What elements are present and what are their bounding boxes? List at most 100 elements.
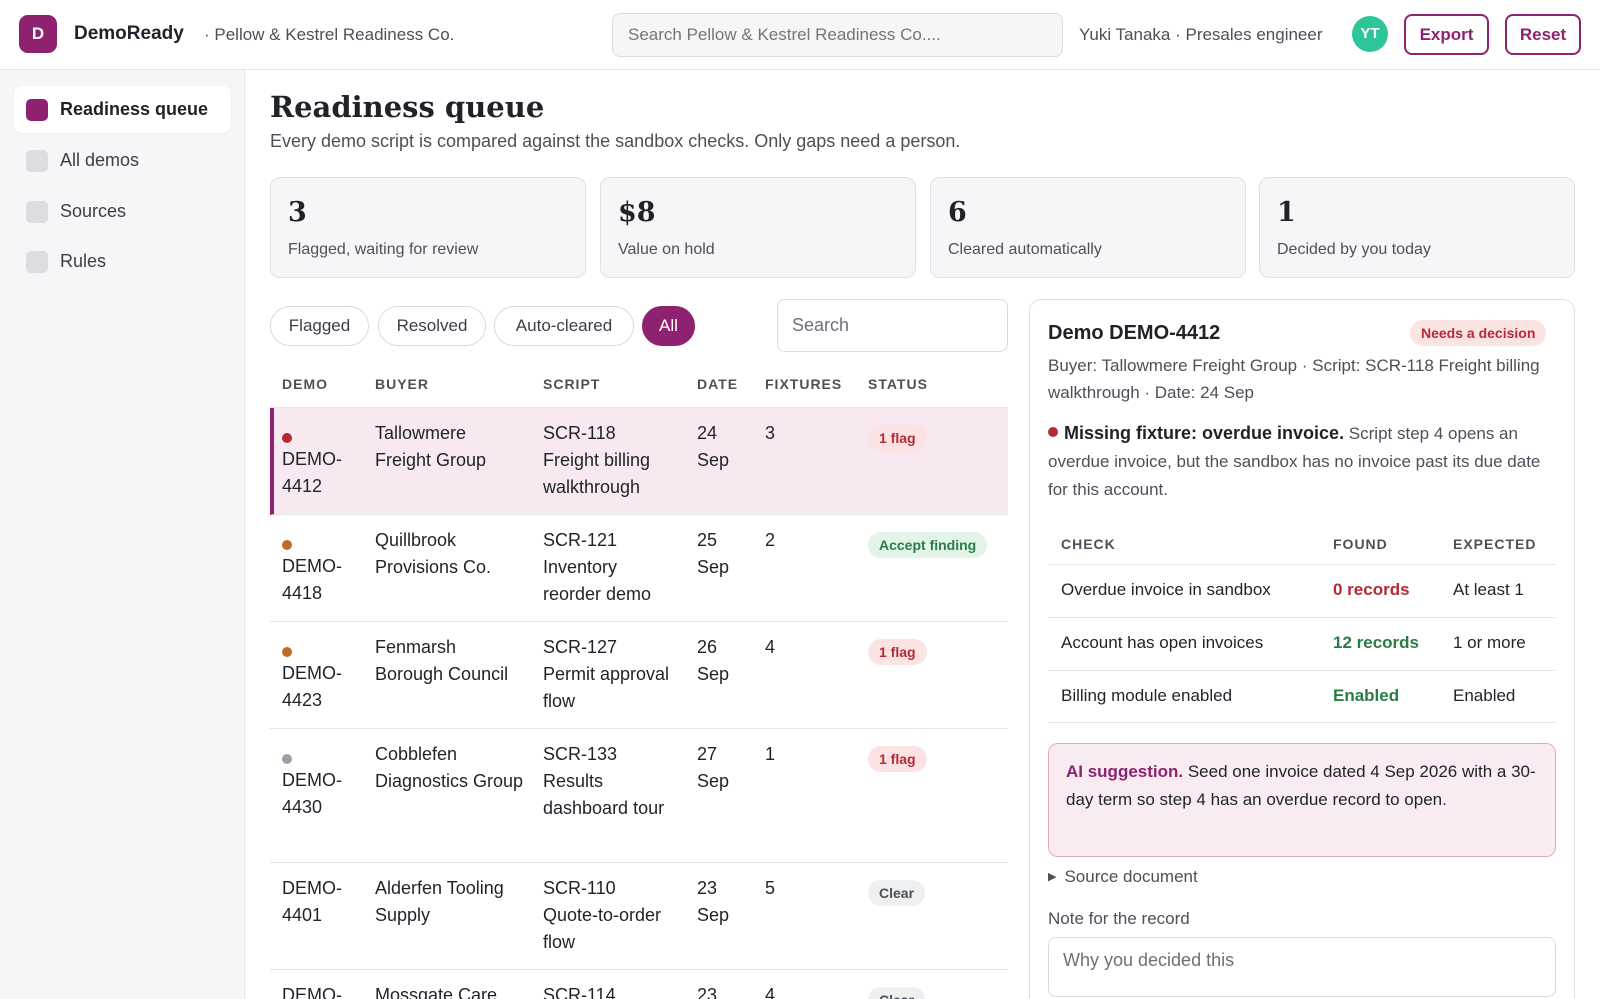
table-row[interactable]: DEMO-4430 Cobblefen Diagnostics Group SCR-… xyxy=(270,729,1008,863)
sidebar: Readiness queue All demos Sources Rules xyxy=(0,70,245,999)
global-search-input[interactable] xyxy=(612,13,1063,57)
check-name: Billing module enabled xyxy=(1061,686,1233,705)
filter-chip-auto-cleared[interactable]: Auto-cleared xyxy=(494,306,634,346)
cell-script: SCR-121 Inventory reorder demo xyxy=(543,530,652,604)
cell-demo: DEMO-4418 xyxy=(282,556,342,603)
cell-script: SCR-127 Permit approval flow xyxy=(543,637,670,711)
detail-meta: Buyer: Tallowmere Freight Group · Script… xyxy=(1048,356,1540,402)
page-subtitle: Every demo script is compared against th… xyxy=(270,131,961,151)
column-header-demo[interactable]: DEMO xyxy=(282,376,328,392)
ai-suggestion: AI suggestion. Seed one invoice dated 4 … xyxy=(1048,743,1556,857)
column-header-buyer[interactable]: BUYER xyxy=(375,376,430,392)
found-column-header: FOUND xyxy=(1333,536,1388,552)
status-badge: 1 flag xyxy=(868,425,927,451)
stat-label: Cleared automatically xyxy=(948,241,1102,258)
check-name: Overdue invoice in sandbox xyxy=(1061,580,1271,599)
user-name: Yuki Tanaka · Presales engineer xyxy=(1079,25,1323,44)
cell-buyer: Quillbrook Provisions Co. xyxy=(375,530,492,577)
finding-dot-icon xyxy=(1048,427,1058,437)
table-row[interactable]: DEMO-4418 Quillbrook Provisions Co. SCR-12… xyxy=(270,515,1008,622)
ai-suggestion-label: AI suggestion. xyxy=(1066,762,1184,781)
sidebar-item-label: Sources xyxy=(60,201,127,221)
cell-demo: DEMO-4423 xyxy=(282,663,342,710)
status-dot-icon xyxy=(282,433,292,443)
column-header-fixtures[interactable]: FIXTURES xyxy=(765,376,843,392)
cell-date: 25 Sep xyxy=(697,530,730,577)
app-name: DemoReady xyxy=(74,23,184,44)
finding-title: Missing fixture: overdue invoice. xyxy=(1064,423,1345,443)
column-header-script[interactable]: SCRIPT xyxy=(543,376,601,392)
cell-demo: DEMO- xyxy=(282,985,342,999)
sidebar-item-readiness-queue[interactable]: Readiness queue xyxy=(14,86,231,133)
detail-title: Demo DEMO-4412 xyxy=(1048,322,1221,344)
check-found: 0 records xyxy=(1333,580,1410,599)
filter-chip-flagged[interactable]: Flagged xyxy=(270,306,369,346)
stat-card-cleared: 6 Cleared automatically xyxy=(930,177,1246,278)
note-field[interactable] xyxy=(1048,937,1556,997)
status-badge: Needs a decision xyxy=(1410,320,1547,346)
stat-card-decided: 1 Decided by you today xyxy=(1259,177,1575,278)
caret-right-icon: ▶ xyxy=(1048,871,1057,883)
cell-buyer: Tallowmere Freight Group xyxy=(375,423,487,470)
export-button[interactable]: Export xyxy=(1404,14,1489,55)
filter-chip-resolved[interactable]: Resolved xyxy=(378,306,486,346)
table-search-input[interactable] xyxy=(777,299,1008,352)
ai-suggestion-text: Seed one invoice dated 4 Sep 2026 with a… xyxy=(1066,762,1536,809)
table-row[interactable]: DEMO-4423 Fenmarsh Borough Council SCR-127… xyxy=(270,622,1008,729)
table-row[interactable]: DEMO-4401 Alderfen Tooling Supply SCR-110 … xyxy=(270,863,1008,970)
stat-label: Flagged, waiting for review xyxy=(288,241,479,258)
cell-demo: DEMO-4412 xyxy=(282,449,342,496)
cell-date: 26 Sep xyxy=(697,637,730,684)
avatar[interactable]: YT xyxy=(1352,16,1388,52)
source-document-toggle[interactable]: ▶ Source document xyxy=(1048,867,1198,887)
table-row[interactable]: DEMO- Mossgate Care SCR-114 23 4 Clear xyxy=(270,970,1008,999)
status-dot-icon xyxy=(282,540,292,550)
check-found: Enabled xyxy=(1333,686,1400,705)
cell-buyer: Mossgate Care xyxy=(375,985,498,999)
sidebar-item-rules[interactable]: Rules xyxy=(14,238,231,285)
cell-demo: DEMO-4430 xyxy=(282,770,342,817)
table-header-divider xyxy=(270,407,1008,408)
table-row[interactable]: DEMO-4412 Tallowmere Freight Group SCR-118… xyxy=(270,408,1008,515)
status-dot-icon xyxy=(282,754,292,764)
cell-date: 24 Sep xyxy=(697,423,730,470)
check-found: 12 records xyxy=(1333,633,1419,652)
stat-value: $8 xyxy=(618,197,656,228)
column-header-status[interactable]: STATUS xyxy=(868,376,928,392)
status-badge: Clear xyxy=(868,987,926,999)
cell-script: SCR-133 Results dashboard tour xyxy=(543,744,665,818)
check-name: Account has open invoices xyxy=(1061,633,1264,652)
sources-icon xyxy=(26,201,48,223)
cell-script: SCR-110 Quote-to-order flow xyxy=(543,878,662,952)
check-row: Overdue invoice in sandbox 0 records At … xyxy=(1048,564,1556,617)
cell-date: 23 Sep xyxy=(697,878,730,925)
cell-date: 27 Sep xyxy=(697,744,730,791)
stat-value: 3 xyxy=(288,197,307,228)
sidebar-item-label: All demos xyxy=(60,150,140,170)
app-logo[interactable]: D xyxy=(19,15,57,53)
check-expected: Enabled xyxy=(1453,686,1516,705)
stat-value: 6 xyxy=(948,197,967,228)
status-dot-icon xyxy=(282,647,292,657)
cell-fixtures: 5 xyxy=(765,878,776,898)
cell-script: SCR-118 Freight billing walkthrough xyxy=(543,423,651,497)
page-title: Readiness queue xyxy=(270,90,545,124)
column-header-date[interactable]: DATE xyxy=(697,376,739,392)
cell-fixtures: 4 xyxy=(765,637,776,657)
check-row: Billing module enabled Enabled Enabled xyxy=(1048,670,1556,723)
readiness-queue-icon xyxy=(26,99,48,121)
check-expected: At least 1 xyxy=(1453,580,1524,599)
finding: Missing fixture: overdue invoice. Script… xyxy=(1048,419,1558,504)
cell-demo: DEMO-4401 xyxy=(282,878,342,925)
source-document-label: Source document xyxy=(1064,867,1198,886)
org-name: · Pellow & Kestrel Readiness Co. xyxy=(204,25,455,44)
sidebar-item-label: Readiness queue xyxy=(60,99,209,119)
filter-chip-all[interactable]: All xyxy=(642,306,695,346)
status-badge[interactable]: Accept finding xyxy=(868,532,988,558)
check-expected: 1 or more xyxy=(1453,633,1526,652)
sidebar-item-sources[interactable]: Sources xyxy=(14,188,231,235)
cell-buyer: Alderfen Tooling Supply xyxy=(375,878,504,925)
sidebar-item-all-demos[interactable]: All demos xyxy=(14,137,231,184)
status-badge: Clear xyxy=(868,880,926,906)
reset-button[interactable]: Reset xyxy=(1505,14,1581,55)
